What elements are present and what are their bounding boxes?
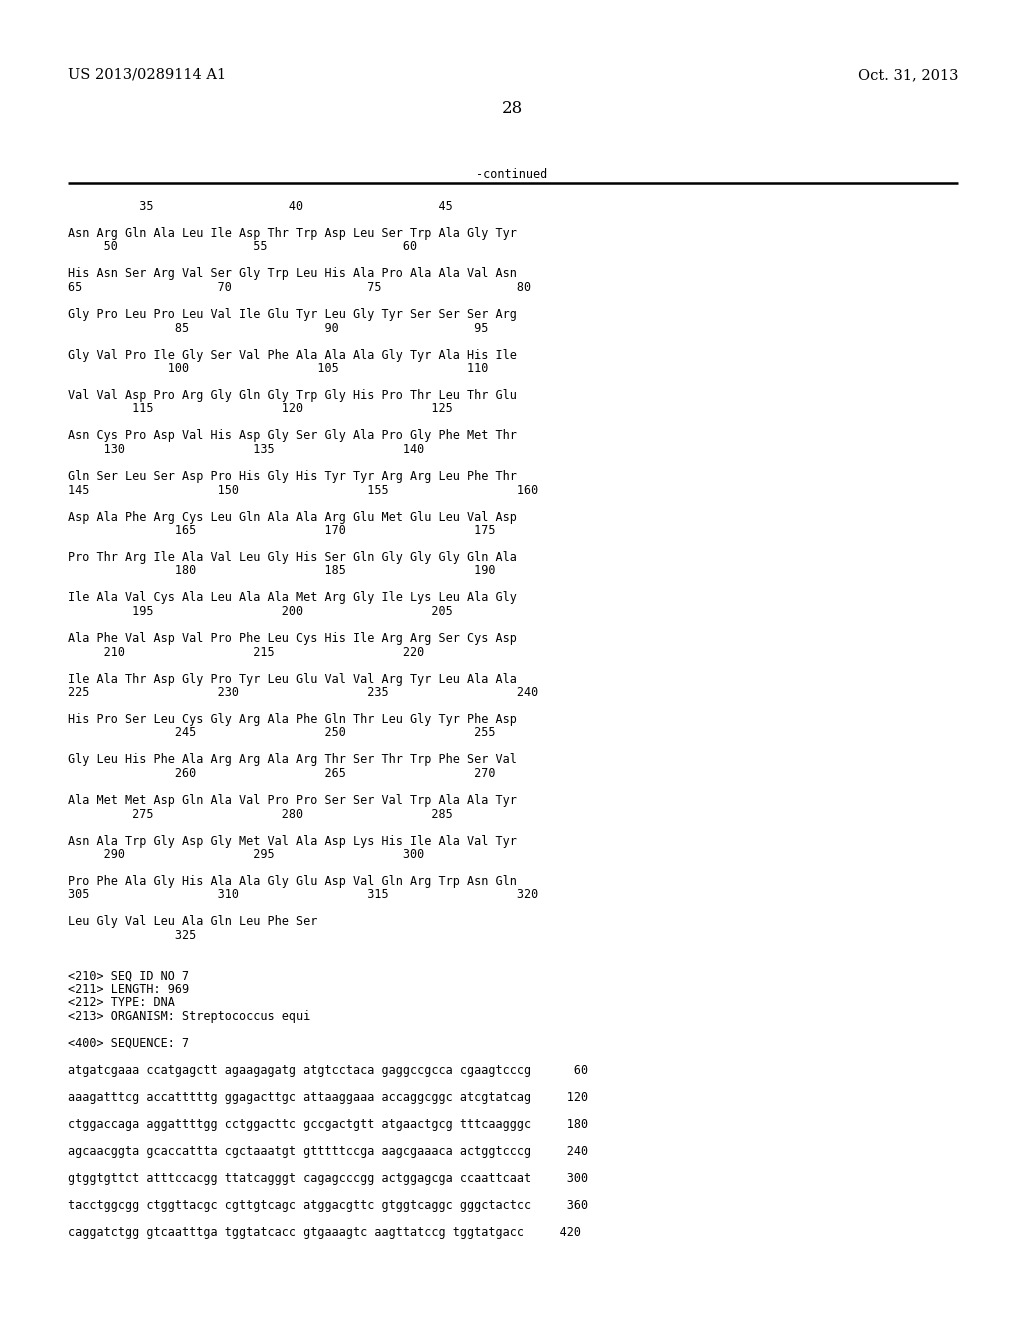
Text: 180                  185                  190: 180 185 190 xyxy=(68,565,496,578)
Text: Leu Gly Val Leu Ala Gln Leu Phe Ser: Leu Gly Val Leu Ala Gln Leu Phe Ser xyxy=(68,916,317,928)
Text: 130                  135                  140: 130 135 140 xyxy=(68,444,424,455)
Text: caggatctgg gtcaatttga tggtatcacc gtgaaagtc aagttatccg tggtatgacc     420: caggatctgg gtcaatttga tggtatcacc gtgaaag… xyxy=(68,1226,581,1239)
Text: Asp Ala Phe Arg Cys Leu Gln Ala Ala Arg Glu Met Glu Leu Val Asp: Asp Ala Phe Arg Cys Leu Gln Ala Ala Arg … xyxy=(68,511,517,524)
Text: Pro Thr Arg Ile Ala Val Leu Gly His Ser Gln Gly Gly Gly Gln Ala: Pro Thr Arg Ile Ala Val Leu Gly His Ser … xyxy=(68,550,517,564)
Text: 210                  215                  220: 210 215 220 xyxy=(68,645,424,659)
Text: -continued: -continued xyxy=(476,168,548,181)
Text: 305                  310                  315                  320: 305 310 315 320 xyxy=(68,888,539,902)
Text: <212> TYPE: DNA: <212> TYPE: DNA xyxy=(68,997,175,1010)
Text: agcaacggta gcaccattta cgctaaatgt gtttttccga aagcgaaaca actggtcccg     240: agcaacggta gcaccattta cgctaaatgt gtttttc… xyxy=(68,1144,588,1158)
Text: gtggtgttct atttccacgg ttatcagggt cagagcccgg actggagcga ccaattcaat     300: gtggtgttct atttccacgg ttatcagggt cagagcc… xyxy=(68,1172,588,1185)
Text: 85                   90                   95: 85 90 95 xyxy=(68,322,488,334)
Text: 195                  200                  205: 195 200 205 xyxy=(68,605,453,618)
Text: Pro Phe Ala Gly His Ala Ala Gly Glu Asp Val Gln Arg Trp Asn Gln: Pro Phe Ala Gly His Ala Ala Gly Glu Asp … xyxy=(68,875,517,888)
Text: 165                  170                  175: 165 170 175 xyxy=(68,524,496,537)
Text: <210> SEQ ID NO 7: <210> SEQ ID NO 7 xyxy=(68,969,189,982)
Text: Gly Leu His Phe Ala Arg Arg Ala Arg Thr Ser Thr Trp Phe Ser Val: Gly Leu His Phe Ala Arg Arg Ala Arg Thr … xyxy=(68,754,517,767)
Text: Gly Val Pro Ile Gly Ser Val Phe Ala Ala Ala Gly Tyr Ala His Ile: Gly Val Pro Ile Gly Ser Val Phe Ala Ala … xyxy=(68,348,517,362)
Text: 275                  280                  285: 275 280 285 xyxy=(68,808,453,821)
Text: 325: 325 xyxy=(68,929,197,942)
Text: 145                  150                  155                  160: 145 150 155 160 xyxy=(68,483,539,496)
Text: 35                   40                   45: 35 40 45 xyxy=(68,201,453,213)
Text: Ala Phe Val Asp Val Pro Phe Leu Cys His Ile Arg Arg Ser Cys Asp: Ala Phe Val Asp Val Pro Phe Leu Cys His … xyxy=(68,632,517,645)
Text: 50                   55                   60: 50 55 60 xyxy=(68,240,417,253)
Text: 100                  105                  110: 100 105 110 xyxy=(68,362,488,375)
Text: Gln Ser Leu Ser Asp Pro His Gly His Tyr Tyr Arg Arg Leu Phe Thr: Gln Ser Leu Ser Asp Pro His Gly His Tyr … xyxy=(68,470,517,483)
Text: 260                  265                  270: 260 265 270 xyxy=(68,767,496,780)
Text: 115                  120                  125: 115 120 125 xyxy=(68,403,453,416)
Text: Asn Cys Pro Asp Val His Asp Gly Ser Gly Ala Pro Gly Phe Met Thr: Asn Cys Pro Asp Val His Asp Gly Ser Gly … xyxy=(68,429,517,442)
Text: tacctggcgg ctggttacgc cgttgtcagc atggacgttc gtggtcaggc gggctactcc     360: tacctggcgg ctggttacgc cgttgtcagc atggacg… xyxy=(68,1199,588,1212)
Text: US 2013/0289114 A1: US 2013/0289114 A1 xyxy=(68,69,226,82)
Text: <213> ORGANISM: Streptococcus equi: <213> ORGANISM: Streptococcus equi xyxy=(68,1010,310,1023)
Text: 28: 28 xyxy=(502,100,522,117)
Text: 65                   70                   75                   80: 65 70 75 80 xyxy=(68,281,531,294)
Text: His Pro Ser Leu Cys Gly Arg Ala Phe Gln Thr Leu Gly Tyr Phe Asp: His Pro Ser Leu Cys Gly Arg Ala Phe Gln … xyxy=(68,713,517,726)
Text: Ala Met Met Asp Gln Ala Val Pro Pro Ser Ser Val Trp Ala Ala Tyr: Ala Met Met Asp Gln Ala Val Pro Pro Ser … xyxy=(68,795,517,807)
Text: Val Val Asp Pro Arg Gly Gln Gly Trp Gly His Pro Thr Leu Thr Glu: Val Val Asp Pro Arg Gly Gln Gly Trp Gly … xyxy=(68,389,517,403)
Text: Ile Ala Thr Asp Gly Pro Tyr Leu Glu Val Val Arg Tyr Leu Ala Ala: Ile Ala Thr Asp Gly Pro Tyr Leu Glu Val … xyxy=(68,672,517,685)
Text: Asn Ala Trp Gly Asp Gly Met Val Ala Asp Lys His Ile Ala Val Tyr: Asn Ala Trp Gly Asp Gly Met Val Ala Asp … xyxy=(68,834,517,847)
Text: Gly Pro Leu Pro Leu Val Ile Glu Tyr Leu Gly Tyr Ser Ser Ser Arg: Gly Pro Leu Pro Leu Val Ile Glu Tyr Leu … xyxy=(68,308,517,321)
Text: <400> SEQUENCE: 7: <400> SEQUENCE: 7 xyxy=(68,1038,189,1049)
Text: <211> LENGTH: 969: <211> LENGTH: 969 xyxy=(68,983,189,997)
Text: aaagatttcg accatttttg ggagacttgc attaaggaaa accaggcggc atcgtatcag     120: aaagatttcg accatttttg ggagacttgc attaagg… xyxy=(68,1092,588,1104)
Text: Ile Ala Val Cys Ala Leu Ala Ala Met Arg Gly Ile Lys Leu Ala Gly: Ile Ala Val Cys Ala Leu Ala Ala Met Arg … xyxy=(68,591,517,605)
Text: 290                  295                  300: 290 295 300 xyxy=(68,847,424,861)
Text: Asn Arg Gln Ala Leu Ile Asp Thr Trp Asp Leu Ser Trp Ala Gly Tyr: Asn Arg Gln Ala Leu Ile Asp Thr Trp Asp … xyxy=(68,227,517,240)
Text: ctggaccaga aggattttgg cctggacttc gccgactgtt atgaactgcg tttcaagggc     180: ctggaccaga aggattttgg cctggacttc gccgact… xyxy=(68,1118,588,1131)
Text: Oct. 31, 2013: Oct. 31, 2013 xyxy=(857,69,958,82)
Text: 245                  250                  255: 245 250 255 xyxy=(68,726,496,739)
Text: His Asn Ser Arg Val Ser Gly Trp Leu His Ala Pro Ala Ala Val Asn: His Asn Ser Arg Val Ser Gly Trp Leu His … xyxy=(68,268,517,281)
Text: 225                  230                  235                  240: 225 230 235 240 xyxy=(68,686,539,700)
Text: atgatcgaaa ccatgagctt agaagagatg atgtcctaca gaggccgcca cgaagtcccg      60: atgatcgaaa ccatgagctt agaagagatg atgtcct… xyxy=(68,1064,588,1077)
